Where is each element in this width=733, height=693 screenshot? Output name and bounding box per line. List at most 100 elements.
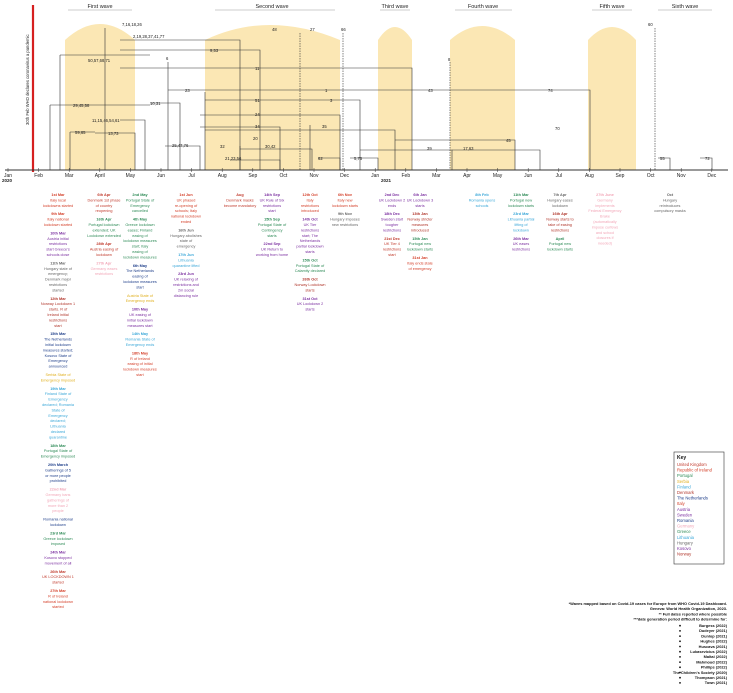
- event-text: Lithuania partial: [508, 218, 535, 222]
- wave-shapes: [65, 24, 636, 170]
- event-text: lockdown starts: [332, 204, 358, 208]
- event-date: 14th May: [132, 332, 149, 336]
- event-date: 7th Apr: [553, 193, 567, 197]
- event-date: 1st Mar: [51, 193, 65, 197]
- span-label: 11,15,46,54,61: [92, 118, 120, 123]
- event-text: easing of: [132, 234, 148, 238]
- event-date: 4th May: [133, 218, 148, 222]
- event-date: 22nd Mar: [50, 488, 67, 492]
- event-date: 2nd May: [132, 193, 148, 197]
- month-label: April: [95, 173, 105, 179]
- event-text: or more people: [45, 474, 71, 478]
- event-date: 10th May: [132, 308, 149, 312]
- event-text: Portugal State of: [258, 223, 287, 227]
- event-text: lifting of: [514, 223, 528, 227]
- event-text: Kosovo State of: [45, 354, 73, 358]
- month-label: Nov: [677, 173, 686, 179]
- event-text: restrictions: [95, 272, 113, 276]
- event-text: Kosovo stopped: [44, 556, 71, 560]
- event-text: implements: [595, 204, 615, 208]
- event-text: Ireland initial: [47, 313, 68, 317]
- footnote: *Waves mapped based on Covid-19 cases fo…: [569, 601, 727, 606]
- span-label: 35: [322, 124, 327, 129]
- wave-first: [65, 24, 135, 170]
- month-label: Dec: [707, 173, 716, 179]
- event-column: 12th OctItalyrestrictionsintroduced14th …: [294, 193, 325, 312]
- bullet-icon: [679, 661, 681, 663]
- event-date: 14th Sep: [264, 193, 281, 197]
- span-label: 21,23,56: [225, 156, 242, 161]
- event-date: 18th Mar: [50, 444, 66, 448]
- span-label: 11: [255, 66, 260, 71]
- event-text: Brake: [600, 215, 610, 219]
- connector: [95, 132, 136, 170]
- event-date: 15th Sep: [264, 218, 281, 222]
- month-label: Jun: [157, 173, 165, 179]
- event-text: Italy new: [338, 198, 353, 202]
- event-text: Gatherings of 5: [45, 468, 71, 472]
- event-text: start: [388, 253, 396, 257]
- month-label: Sep: [248, 173, 257, 179]
- event-text: Hungary state of: [44, 267, 73, 271]
- connector: [200, 114, 341, 170]
- event-text: lockdown starts: [508, 204, 534, 208]
- event-text: Portugal new: [409, 242, 431, 246]
- event-date: Aug: [236, 193, 244, 197]
- reference-item: The Children's Society (2020): [673, 670, 728, 675]
- span-label: 43: [428, 88, 433, 93]
- reference-item: Mahmoud (2022): [696, 659, 727, 664]
- event-text: Greece lockdown: [43, 537, 72, 541]
- event-text: Contingency: [261, 228, 282, 232]
- event-text: starts. R of: [49, 308, 68, 312]
- event-text: start; Italy: [132, 245, 149, 249]
- event-text: Portugal lockdown: [88, 223, 119, 227]
- event-text: schools: [476, 204, 489, 208]
- event-date: 27th Mar: [50, 589, 66, 593]
- event-text: announced: [49, 365, 68, 369]
- event-date: 20th March: [48, 463, 69, 467]
- month-label: Feb: [34, 173, 43, 179]
- event-text: start: [54, 324, 62, 328]
- connector: [168, 89, 591, 170]
- event-text: Germany eases: [91, 267, 118, 271]
- event-date: 26th Mar: [50, 570, 66, 574]
- event-date: 15th Mar: [50, 332, 66, 336]
- event-text: UK easing of: [129, 313, 152, 317]
- connector: [700, 157, 713, 170]
- event-text: restrictions: [301, 228, 319, 232]
- span-label: 9,53: [210, 48, 219, 53]
- month-label: Aug: [218, 173, 227, 179]
- event-date: 31st Oct: [303, 297, 319, 301]
- event-text: UK Lockdown 2: [379, 198, 406, 202]
- span-label: 70: [555, 126, 560, 131]
- event-text: and school: [596, 231, 615, 235]
- event-text: Romania State of: [125, 338, 155, 342]
- connector: [452, 149, 541, 170]
- event-date: 18th Dec: [384, 212, 400, 216]
- bullet-icon: [679, 630, 681, 632]
- event-text: schools close: [47, 253, 70, 257]
- span-label: 62: [318, 156, 323, 161]
- month-label: Mar: [432, 173, 441, 179]
- footnote: Geneva: World Health Organization, 2023.: [650, 606, 727, 611]
- event-text: imposed: [51, 542, 65, 546]
- wave-fifth: [588, 27, 636, 170]
- wave-headers: First wave Second wave Third wave Fourth…: [68, 4, 712, 11]
- month-label: Jul: [556, 173, 562, 179]
- connector: [150, 102, 181, 170]
- event-text: Federal Emergency: [588, 209, 621, 213]
- event-text: R of Ireland: [130, 357, 150, 361]
- event-text: Emergency imposed: [41, 455, 76, 459]
